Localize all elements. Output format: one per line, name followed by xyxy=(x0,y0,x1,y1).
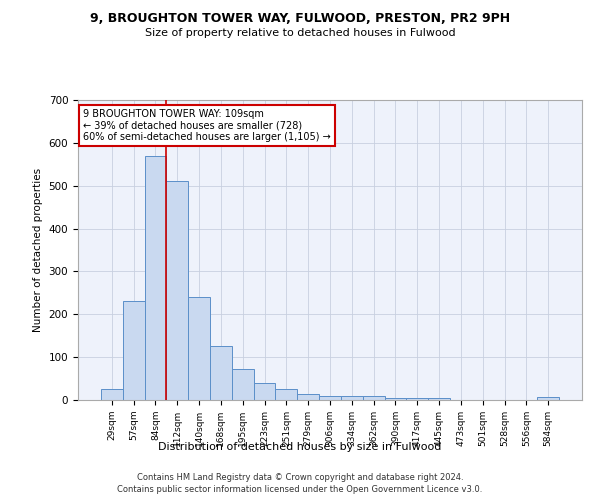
Bar xyxy=(428,398,450,400)
Bar xyxy=(297,394,319,400)
Text: 9 BROUGHTON TOWER WAY: 109sqm
← 39% of detached houses are smaller (728)
60% of : 9 BROUGHTON TOWER WAY: 109sqm ← 39% of d… xyxy=(83,109,331,142)
Text: Size of property relative to detached houses in Fulwood: Size of property relative to detached ho… xyxy=(145,28,455,38)
Bar xyxy=(363,396,385,400)
Bar xyxy=(385,398,406,400)
Y-axis label: Number of detached properties: Number of detached properties xyxy=(33,168,43,332)
Bar xyxy=(210,346,232,400)
Bar xyxy=(275,390,297,400)
Bar xyxy=(254,383,275,400)
Bar xyxy=(101,390,123,400)
Bar xyxy=(319,396,341,400)
Bar xyxy=(232,369,254,400)
Bar xyxy=(145,156,166,400)
Bar xyxy=(341,396,363,400)
Text: Contains public sector information licensed under the Open Government Licence v3: Contains public sector information licen… xyxy=(118,485,482,494)
Bar xyxy=(188,297,210,400)
Bar xyxy=(537,396,559,400)
Bar xyxy=(166,182,188,400)
Text: Distribution of detached houses by size in Fulwood: Distribution of detached houses by size … xyxy=(158,442,442,452)
Bar xyxy=(406,398,428,400)
Text: Contains HM Land Registry data © Crown copyright and database right 2024.: Contains HM Land Registry data © Crown c… xyxy=(137,472,463,482)
Bar xyxy=(123,302,145,400)
Text: 9, BROUGHTON TOWER WAY, FULWOOD, PRESTON, PR2 9PH: 9, BROUGHTON TOWER WAY, FULWOOD, PRESTON… xyxy=(90,12,510,26)
